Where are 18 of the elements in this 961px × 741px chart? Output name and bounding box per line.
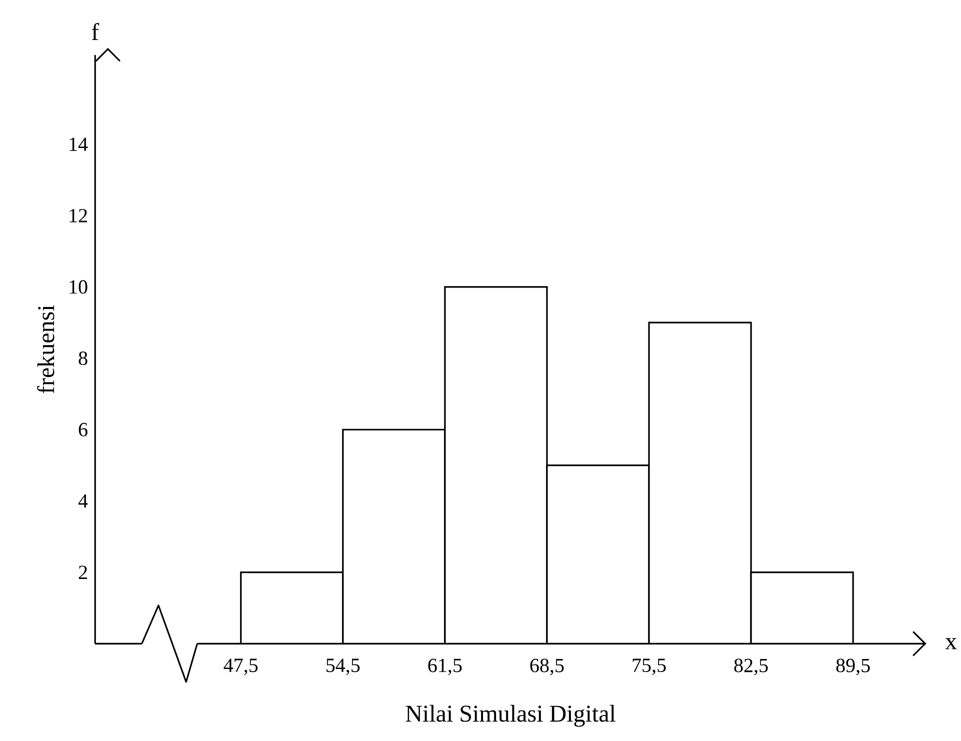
text: x: [945, 638, 957, 650]
x-tick-label: 82,5: [734, 658, 768, 676]
x-tick-label: 61,5: [428, 658, 462, 676]
y-tick-label: 14: [70, 138, 88, 151]
x-axis-title: Nilai Simulasi Digital: [406, 705, 616, 727]
text: f: [92, 23, 100, 40]
y-tick-label: 2: [78, 566, 87, 580]
y-tick-label: 10: [70, 280, 88, 294]
y-tick-label: 12: [70, 209, 87, 222]
x-tick-label: 75,5: [632, 658, 666, 676]
y-tick-label: 8: [78, 352, 88, 366]
y-axis-title: frekuensi: [37, 305, 54, 394]
x-tick-label: 54,5: [326, 658, 360, 676]
x-tick-label: 47,5: [224, 658, 258, 676]
x-tick-label: 68,5: [530, 658, 564, 676]
y-tick-label: 6: [78, 423, 88, 436]
x-tick-label: 89,5: [836, 658, 870, 676]
y-tick-label: 4: [78, 494, 88, 508]
